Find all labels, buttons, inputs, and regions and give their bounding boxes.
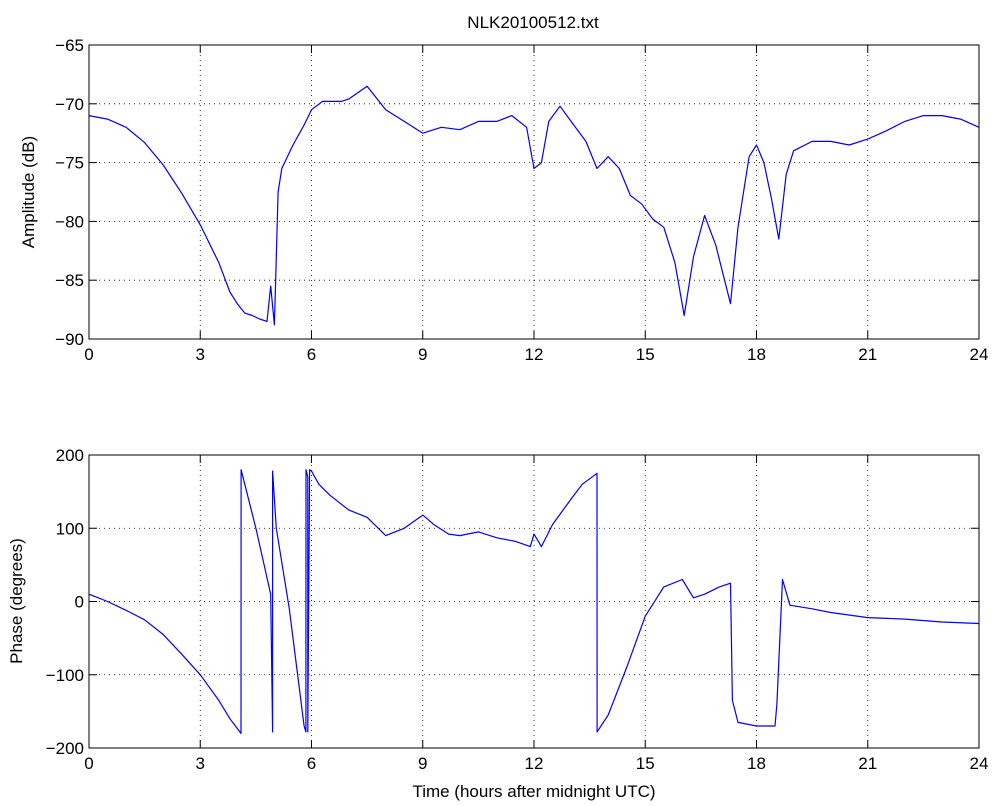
amplitude-x-tick-label: 15 [636, 345, 655, 364]
phase-y-tick-label: −100 [46, 666, 84, 685]
phase-x-tick-label: 15 [636, 754, 655, 773]
amplitude-y-tick-label: −65 [55, 36, 84, 55]
amplitude-panel: 0 3 6 9 12 15 18 21 24 −90 −85 −80 −75 −70 −65 Amplitu… [19, 36, 988, 364]
amplitude-x-tick-label: 6 [307, 345, 316, 364]
phase-gridlines [89, 455, 979, 748]
amplitude-x-tick-label: 9 [418, 345, 427, 364]
phase-y-tick-label: 200 [56, 446, 84, 465]
amplitude-y-tick-label: −70 [55, 95, 84, 114]
amplitude-x-tick-label: 18 [747, 345, 766, 364]
phase-x-tick-label: 0 [84, 754, 93, 773]
amplitude-y-tick-label: −80 [55, 212, 84, 231]
amplitude-gridlines [89, 45, 979, 339]
phase-x-tick-label: 12 [525, 754, 544, 773]
phase-y-axis-label: Phase (degrees) [7, 538, 26, 664]
phase-panel: 0 3 6 9 12 15 18 21 24 −200 −100 0 100 200 Phase (deg… [7, 446, 988, 801]
phase-x-axis-label: Time (hours after midnight UTC) [412, 782, 655, 801]
amplitude-series-line [88, 85, 980, 326]
phase-y-tick-label: 0 [75, 593, 84, 612]
amplitude-y-tick-label: −75 [55, 154, 84, 173]
figure-title: NLK20100512.txt [467, 13, 599, 32]
amplitude-ticks: 0 3 6 9 12 15 18 21 24 −90 −85 −80 −75 −70 −65 [55, 36, 988, 364]
phase-y-tick-label: 100 [56, 519, 84, 538]
amplitude-x-tick-label: 0 [84, 345, 93, 364]
phase-x-tick-label: 3 [196, 754, 205, 773]
amplitude-x-tick-label: 24 [970, 345, 989, 364]
phase-ticks: 0 3 6 9 12 15 18 21 24 −200 −100 0 100 200 [46, 446, 989, 773]
phase-x-tick-label: 9 [418, 754, 427, 773]
amplitude-axes-box [89, 45, 979, 339]
amplitude-y-tick-label: −90 [55, 330, 84, 349]
phase-x-tick-label: 6 [307, 754, 316, 773]
amplitude-y-axis-label: Amplitude (dB) [19, 136, 38, 248]
phase-x-tick-label: 18 [747, 754, 766, 773]
phase-x-tick-label: 24 [970, 754, 989, 773]
amplitude-x-tick-label: 12 [525, 345, 544, 364]
phase-x-tick-label: 21 [858, 754, 877, 773]
amplitude-y-tick-label: −85 [55, 271, 84, 290]
amplitude-x-tick-label: 21 [858, 345, 877, 364]
phase-series-line [88, 469, 980, 734]
amplitude-x-tick-label: 3 [196, 345, 205, 364]
phase-y-tick-label: −200 [46, 739, 84, 758]
